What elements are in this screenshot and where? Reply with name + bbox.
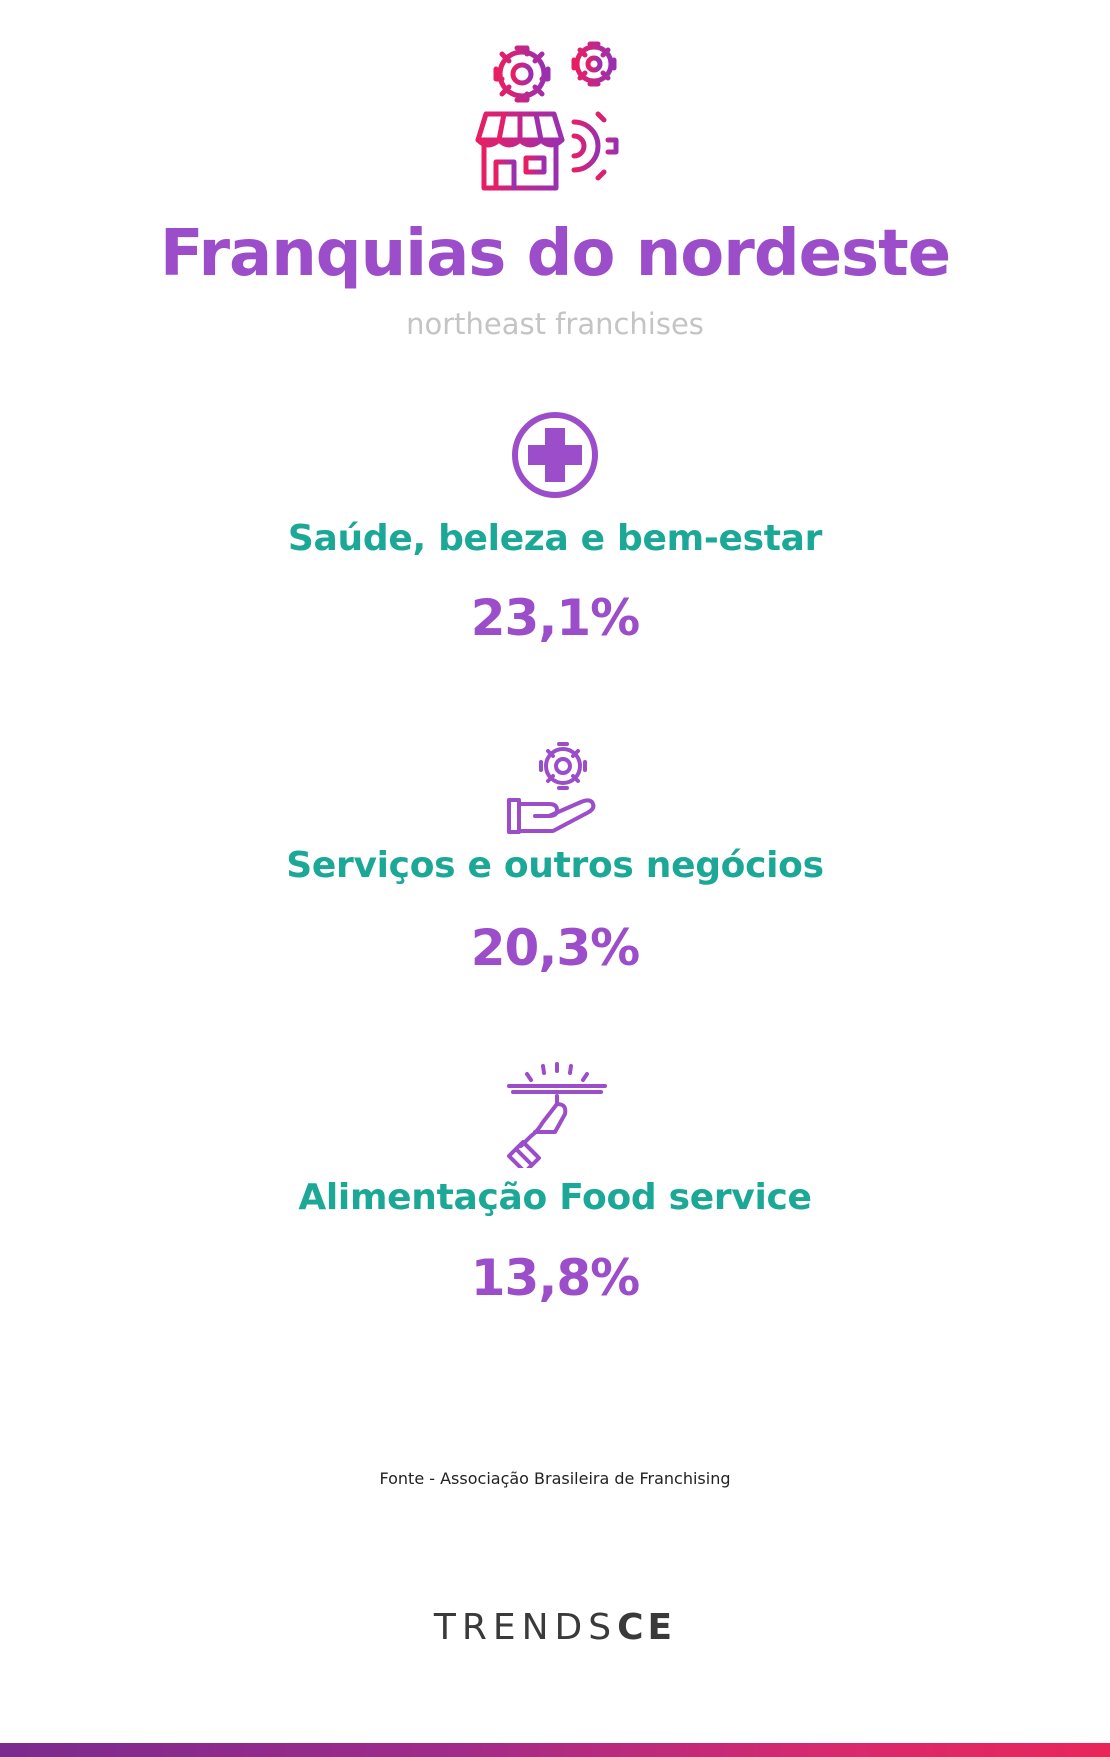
category-value: 20,3%	[470, 919, 640, 977]
page-subtitle: northeast franchises	[406, 307, 704, 341]
bottom-gradient-bar	[0, 1743, 1110, 1757]
category-value: 23,1%	[470, 589, 640, 647]
brand-logo: TRENDSCE	[0, 1606, 1110, 1650]
serving-tray-icon	[507, 1062, 607, 1168]
page-title: Franquias do nordeste	[159, 217, 951, 291]
category-label: Alimentação Food service	[298, 1177, 812, 1218]
medical-cross-icon	[512, 412, 598, 498]
hand-gear-icon	[507, 742, 596, 834]
source-note: Fonte - Associação Brasileira de Franchi…	[379, 1469, 731, 1488]
category-value: 13,8%	[470, 1249, 640, 1307]
category-label: Saúde, beleza e bem-estar	[287, 518, 823, 559]
category-label: Serviços e outros negócios	[286, 845, 824, 886]
store-gears-icon	[475, 41, 619, 191]
brand-logo-light: TRENDS	[433, 1607, 618, 1648]
brand-logo-bold: CE	[617, 1607, 677, 1648]
